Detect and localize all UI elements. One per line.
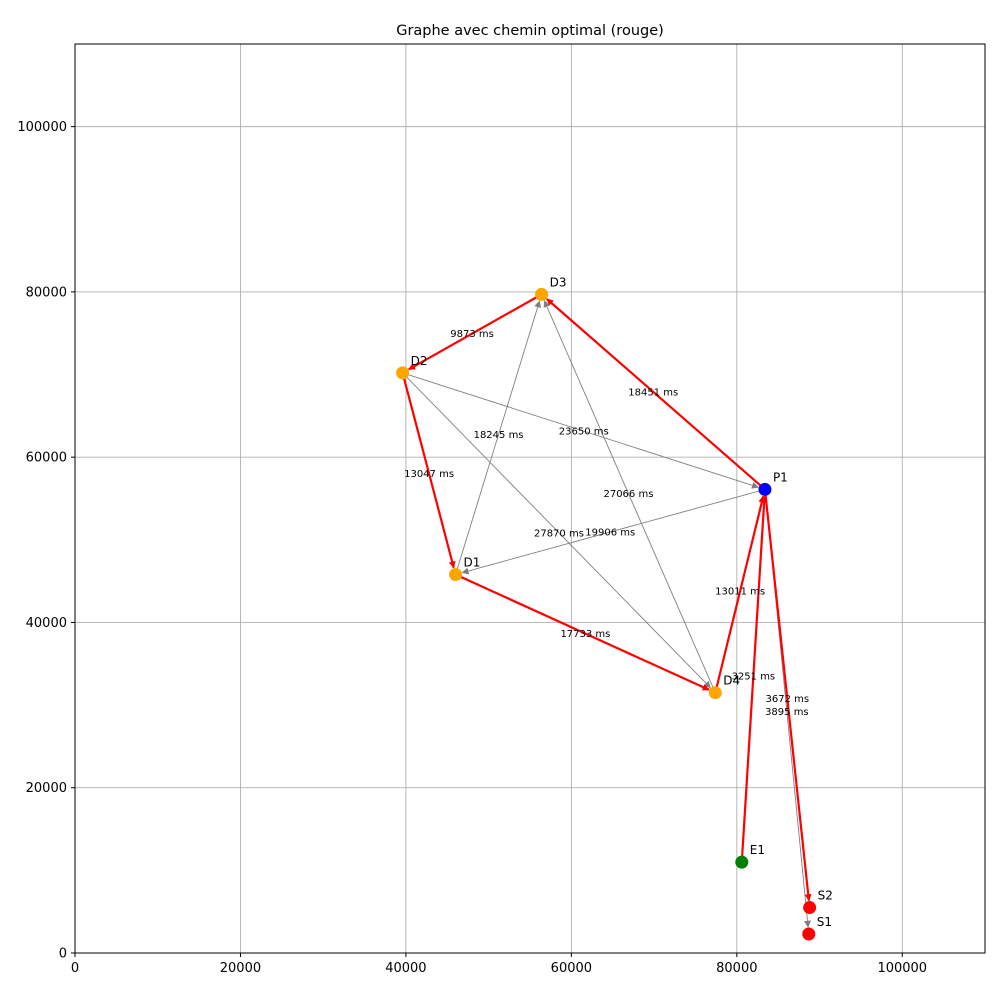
y-tick-label: 60000 [26,451,67,466]
x-tick-label: 100000 [877,961,927,976]
edge-weight-label: 27870 ms [534,528,584,539]
x-tick-label: 80000 [716,961,757,976]
node-e1 [735,855,749,869]
optimal-edge [546,298,765,490]
node-d4 [708,686,722,700]
x-tick-label: 20000 [220,961,261,976]
plot-frame [74,43,986,954]
nodes: E1 P1 D1 D2 D3 D4 S1 S2 [396,275,833,941]
y-tick-label: 20000 [26,781,67,796]
x-tick-label: 40000 [385,961,426,976]
node-p1 [758,482,772,496]
node-label: D1 [464,556,481,570]
node-d1 [449,568,463,582]
node-label: E1 [750,843,765,857]
node-label: D4 [723,674,740,688]
grid-lines [74,44,985,954]
edge-weight-label: 23650 ms [559,427,609,438]
edge-weight-label: 19906 ms [585,527,635,538]
edge [455,300,542,574]
optimal-edge [401,374,456,569]
node-label: D3 [550,275,567,289]
x-tick-label: 60000 [551,961,592,976]
axis-ticks: 0 20000 40000 60000 80000 100000 0 20000 40000 60… [17,120,927,976]
optimal-edge [714,495,766,692]
edge-weight-label: 13047 ms [404,469,454,480]
node-label: S1 [817,915,832,929]
node-label: P1 [773,470,788,484]
y-tick-label: 0 [59,947,67,962]
node-d3 [535,287,549,301]
edge-weight-label: 3895 ms [765,707,809,718]
edge-weight-label: 27066 ms [603,489,653,500]
edge [543,300,716,692]
node-s1 [802,927,816,941]
node-label: S2 [818,889,833,903]
edge-weight-label: 9873 ms [450,329,494,340]
optimal-edge [764,490,812,902]
edge-labels: 18245 ms 23650 ms 27066 ms 27870 ms 19906 ms… [404,329,809,718]
edge-weight-label: 13011 ms [715,587,765,598]
edge-weight-label: 3672 ms [765,694,809,705]
x-tick-label: 0 [71,961,79,976]
node-s2 [803,901,817,915]
edge-weight-label: 18245 ms [474,430,524,441]
edge [403,373,711,689]
chart-title: Graphe avec chemin optimal (rouge) [396,23,664,39]
edges [401,294,812,928]
node-d2 [396,366,410,380]
optimal-edge [740,495,768,861]
edge-weight-label: 17733 ms [560,629,610,640]
y-tick-label: 80000 [26,285,67,300]
node-label: D2 [411,354,428,368]
optimal-edge [408,294,541,371]
edge [403,372,759,489]
edge-weight-label: 3251 ms [732,671,776,682]
edge-weight-label: 18451 ms [628,387,678,398]
edge [461,489,764,575]
y-tick-label: 100000 [17,120,67,135]
y-tick-label: 40000 [26,616,67,631]
optimal-edge [456,574,710,691]
